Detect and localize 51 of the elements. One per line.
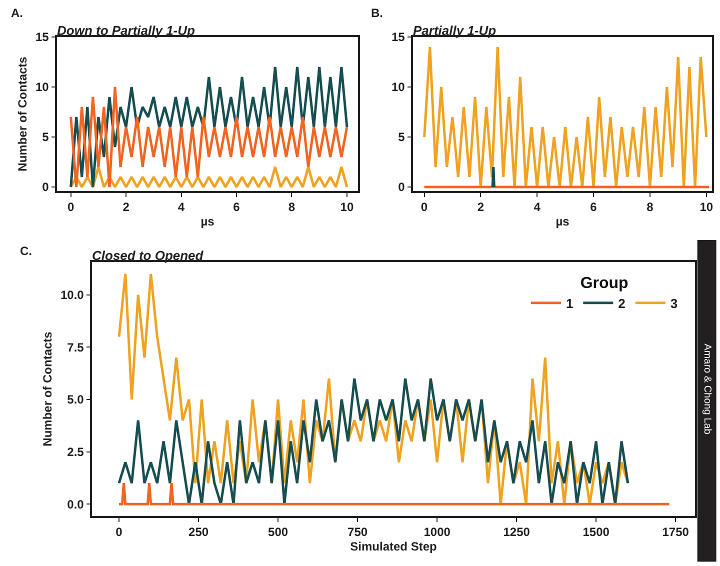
x-tick-label: 1750 bbox=[662, 525, 690, 540]
y-tick-label: 5 bbox=[398, 130, 406, 144]
y-tick-label: 7.5 bbox=[67, 340, 84, 354]
y-tick-label: 0 bbox=[398, 180, 406, 194]
y-axis-title: Number of Contacts bbox=[15, 56, 30, 172]
x-axis-title: Simulated Step bbox=[350, 540, 437, 554]
x-tick-label: 6 bbox=[590, 200, 598, 214]
line-series bbox=[118, 377, 630, 506]
y-tick-label: 5 bbox=[42, 130, 50, 144]
line-series bbox=[423, 46, 708, 188]
y-tick-label: 2.5 bbox=[67, 444, 84, 459]
text: A. bbox=[11, 6, 23, 20]
x-tick-label: 4 bbox=[534, 200, 541, 214]
x-tick-label: 250 bbox=[188, 525, 209, 540]
x-tick-label: 500 bbox=[268, 525, 288, 540]
y-tick-label: 0.0 bbox=[67, 497, 84, 512]
x-tick-label: 10 bbox=[340, 200, 354, 214]
x-tick-label: 1250 bbox=[503, 525, 530, 540]
x-tick-label: 8 bbox=[646, 200, 654, 214]
x-tick-label: 0 bbox=[116, 525, 123, 540]
y-axis-title: Number of Contacts bbox=[40, 331, 54, 446]
y-tick-label: 15 bbox=[391, 30, 406, 44]
y-tick-label: 10 bbox=[391, 80, 406, 94]
chart-title: Closed to Opened bbox=[92, 248, 204, 263]
x-tick-label: 2 bbox=[122, 200, 130, 214]
x-tick-label: 750 bbox=[348, 525, 368, 540]
x-tick-label: 1000 bbox=[424, 525, 451, 540]
text: Amaro & Chong Lab bbox=[701, 344, 712, 435]
x-axis-title: µs bbox=[556, 214, 570, 229]
x-tick-label: 1500 bbox=[582, 525, 610, 540]
y-tick-label: 10.0 bbox=[60, 288, 84, 302]
x-tick-label: 2 bbox=[477, 200, 484, 214]
x-tick-label: 4 bbox=[178, 200, 185, 214]
y-tick-label: 10 bbox=[35, 80, 50, 94]
y-tick-label: 5.0 bbox=[67, 392, 84, 407]
chart-title: Partially 1-Up bbox=[413, 23, 496, 38]
legend-label: 3 bbox=[670, 296, 678, 311]
text: B. bbox=[371, 6, 383, 20]
x-tick-label: 0 bbox=[420, 200, 428, 214]
chart-title: Down to Partially 1-Up bbox=[57, 23, 196, 38]
x-axis-title: µs bbox=[200, 214, 215, 229]
x-tick-label: 8 bbox=[288, 200, 296, 214]
legend-label: 1 bbox=[566, 296, 574, 311]
y-tick-label: 15 bbox=[35, 30, 50, 44]
x-tick-label: 6 bbox=[233, 200, 240, 214]
x-tick-label: 10 bbox=[700, 200, 714, 214]
line-series bbox=[70, 86, 348, 188]
legend-label: 2 bbox=[618, 296, 626, 311]
y-tick-label: 0 bbox=[42, 180, 50, 194]
legend-title: Group bbox=[580, 274, 629, 292]
text: C. bbox=[20, 244, 32, 258]
